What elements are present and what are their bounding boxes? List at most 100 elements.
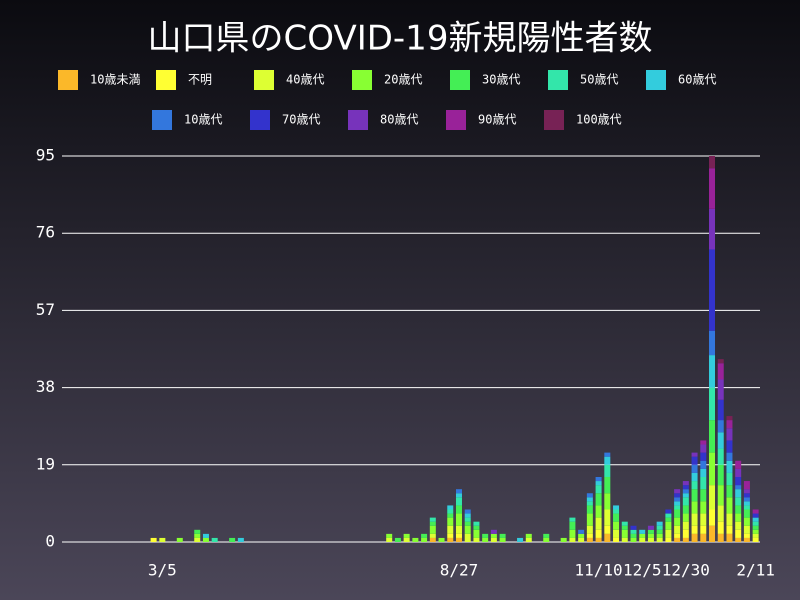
bar-segment [709,156,716,169]
bar-segment [194,537,201,542]
legend-label: 10歳代 [184,113,222,127]
bar-segment [613,513,620,522]
bar-segment [700,460,707,469]
bar-segment [543,537,550,542]
bar-segment [595,505,602,518]
bar-segment [586,493,593,498]
bar-segment [674,525,681,534]
bar-segment [709,452,716,486]
bar-segment [717,363,724,380]
bar-segment [682,521,689,530]
bar-segment [682,489,689,494]
x-tick-label: 2/11 [736,561,775,580]
bar-segment [464,533,471,542]
legend-label: 60歳代 [678,73,716,87]
bar-segment [735,468,742,477]
bar-segment [743,533,750,538]
y-tick-label: 19 [36,454,55,473]
bar-segment [621,521,628,526]
bar-segment [726,452,733,461]
bar-segment [743,493,750,498]
bar-segment [447,537,454,542]
bar-segment [621,529,628,538]
bar-segment [743,525,750,534]
bar-segment [202,537,209,542]
bar-segment [490,533,497,538]
bar-segment [717,432,724,449]
bar-segment [674,501,681,506]
bar-segment [700,452,707,461]
y-tick-label: 0 [45,532,55,551]
bar-segment [682,505,689,514]
bar-segment [429,525,436,534]
bar-segment [517,537,524,542]
bar-segment [752,517,759,522]
bar-segment [473,521,480,526]
bar-segment [613,537,620,542]
bar-segment [674,533,681,538]
bar-segment [709,509,716,526]
bar-segment [386,537,393,542]
bar-segment [752,529,759,534]
bar-segment [604,493,611,510]
bar-segment [630,537,637,542]
bar-segment [429,533,436,538]
bar-segment [194,529,201,534]
bar-segment [586,525,593,534]
bar-segment [525,533,532,538]
bar-segment [473,525,480,530]
bar-segment [455,537,462,542]
bar-segment [656,525,663,530]
x-tick-label: 8/27 [440,561,479,580]
bar-segment [752,509,759,514]
bar-segment [735,460,742,469]
bar-segment [743,481,750,490]
bar-segment [455,513,462,526]
bar-segment [700,468,707,477]
legend-swatch [548,70,568,90]
y-tick-label: 95 [36,146,55,165]
bar-segment [691,489,698,502]
legend-swatch [348,110,368,130]
legend-swatch [254,70,274,90]
bar-segment [455,497,462,506]
y-tick-label: 76 [36,223,55,242]
bar-segment [691,464,698,473]
bar-segment [743,497,750,502]
bar-segment [647,529,654,534]
bar-segment [665,537,672,542]
bar-segment [682,493,689,498]
bar-segment [735,529,742,538]
bar-segment [717,420,724,433]
bar-segment [674,537,681,542]
legend-swatch [646,70,666,90]
bar-segment [656,537,663,542]
bar-segment [674,493,681,498]
bar-segment [700,444,707,453]
bar-segment [647,533,654,538]
bar-segment [473,537,480,542]
bar-segment [700,533,707,542]
bar-segment [421,533,428,538]
bar-segment [578,529,585,534]
bar-segment [752,513,759,518]
bar-segment [490,537,497,542]
bar-segment [630,529,637,534]
bar-segment [455,505,462,514]
bar-segment [717,485,724,506]
bar-segment [586,513,593,526]
bar-segment [639,537,646,542]
bar-segment [752,533,759,538]
x-tick-label: 12/30 [662,561,710,580]
x-tick-label: 3/5 [148,561,177,580]
bar-segment [709,355,716,388]
bar-segment [674,497,681,502]
bar-segment [743,505,750,510]
bar-segment [229,537,236,542]
bar-segment [726,513,733,526]
bar-segment [455,533,462,538]
bar-segment [630,525,637,530]
bar-segment [665,509,672,514]
bar-segment [691,513,698,526]
